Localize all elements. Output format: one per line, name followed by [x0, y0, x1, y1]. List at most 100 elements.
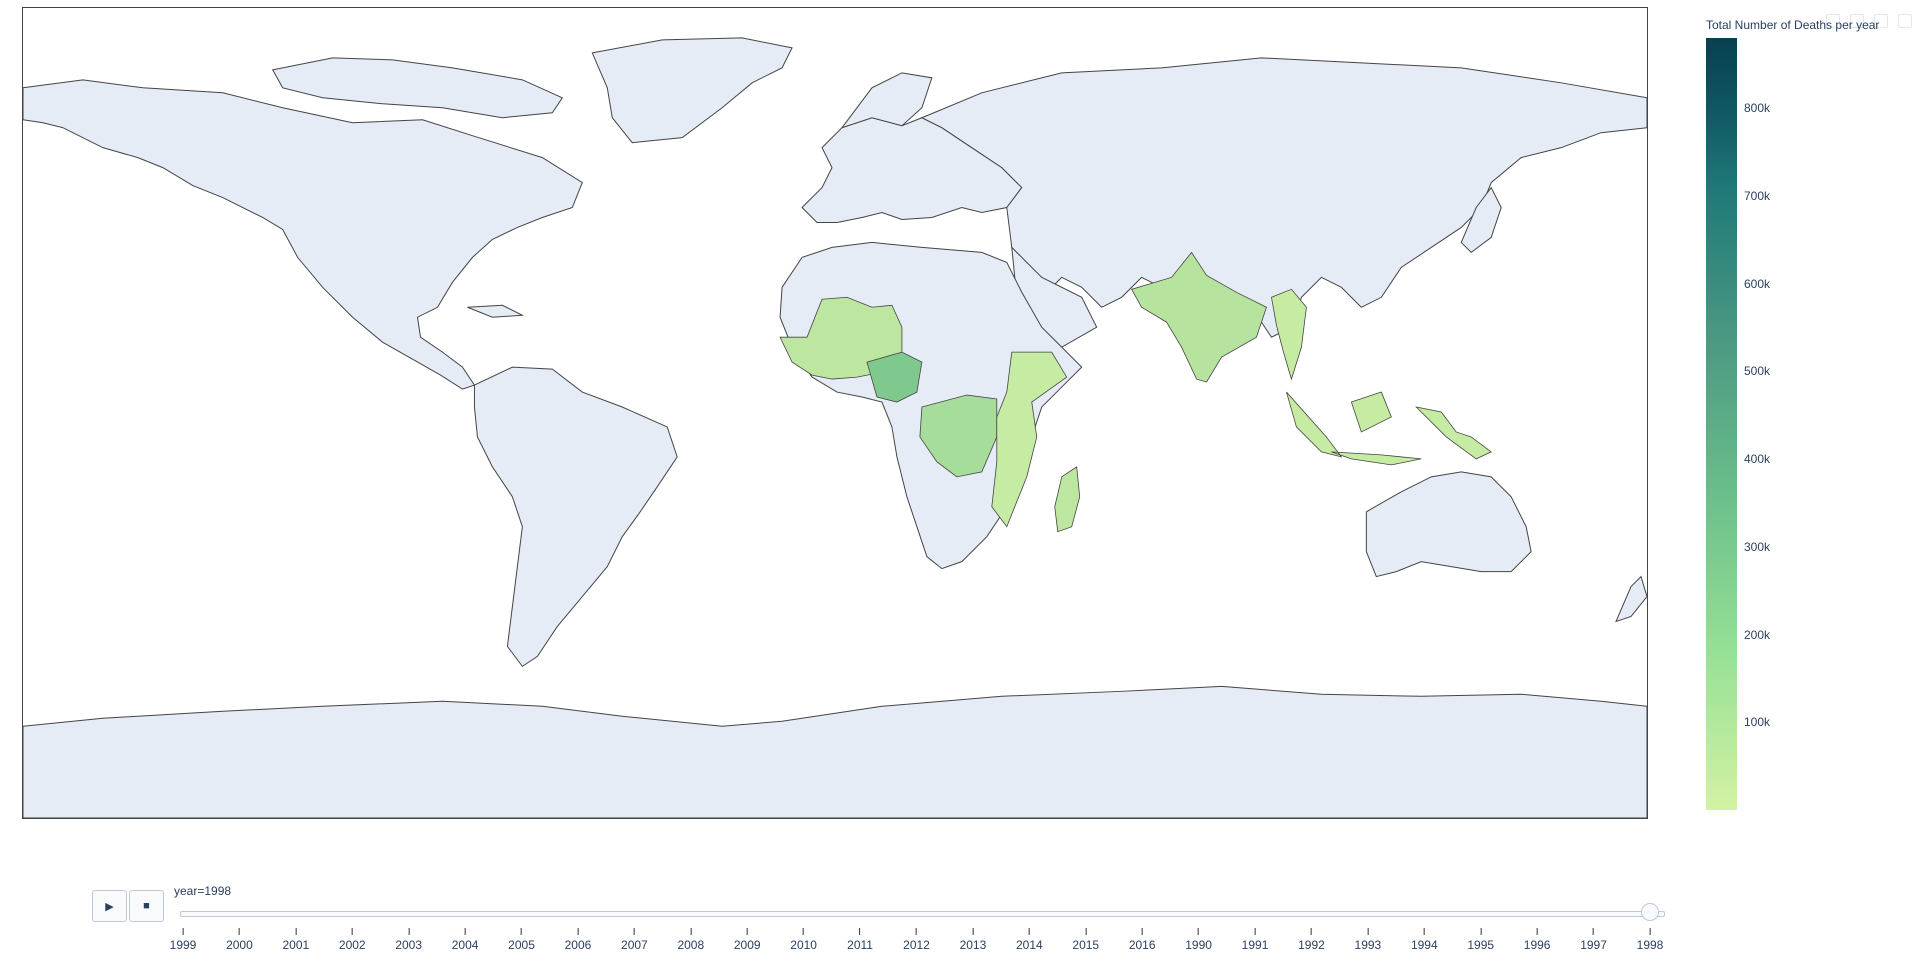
slider-step[interactable]: 1994: [1411, 928, 1438, 952]
stop-icon: ■: [143, 900, 150, 912]
pan-icon[interactable]: [1874, 14, 1888, 28]
region-india[interactable]: [1131, 251, 1267, 383]
slider-step[interactable]: 2015: [1072, 928, 1099, 952]
region-indonesia[interactable]: [1286, 391, 1492, 466]
slider-step[interactable]: 2005: [508, 928, 535, 952]
stop-button[interactable]: ■: [129, 890, 164, 922]
colorbar: [1706, 38, 1737, 810]
slider-step[interactable]: 1993: [1354, 928, 1382, 952]
slider-step-label: 1993: [1354, 938, 1382, 952]
slider-tick: [295, 928, 297, 935]
slider-step-label: 2003: [395, 938, 423, 952]
region-east-africa[interactable]: [991, 351, 1068, 528]
slider-step-label: 1990: [1185, 938, 1212, 952]
slider-tick: [972, 928, 974, 935]
zoom-icon[interactable]: [1850, 14, 1864, 28]
slider-step[interactable]: 2003: [395, 928, 422, 952]
colorbar-tick-label: 400k: [1744, 452, 1771, 467]
slider-step-label: 1997: [1580, 938, 1607, 952]
choropleth-map[interactable]: [22, 7, 1648, 819]
slider-tick: [577, 928, 579, 935]
slider-step[interactable]: 1997: [1580, 928, 1607, 952]
slider-step[interactable]: 2012: [903, 928, 930, 952]
slider-step-label: 2014: [1015, 938, 1043, 952]
play-icon: ▶: [105, 900, 114, 913]
slider-current-value: year=1998: [174, 884, 232, 898]
colorbar-ticks: 800k 700k 600k 500k 400k 300k 200k 100k: [1744, 38, 1804, 810]
slider-step-label: 2015: [1072, 938, 1100, 952]
slider-tick: [1367, 928, 1369, 935]
play-button[interactable]: ▶: [92, 890, 127, 922]
land-japan: [1460, 186, 1502, 254]
slider-step-label: 2006: [564, 938, 592, 952]
slider-step-label: 2010: [790, 938, 817, 952]
slider-step[interactable]: 2009: [734, 928, 761, 952]
slider-tick: [859, 928, 861, 935]
slider-step[interactable]: 1992: [1298, 928, 1325, 952]
slider-step[interactable]: 1995: [1467, 928, 1494, 952]
slider-tick: [1198, 928, 1200, 935]
slider-tick: [408, 928, 410, 935]
slider-rail[interactable]: [180, 911, 1665, 917]
slider-tick: [1536, 928, 1538, 935]
colorbar-tick-label: 600k: [1744, 276, 1771, 291]
slider-step[interactable]: 2006: [564, 928, 592, 952]
region-central-africa[interactable]: [919, 394, 998, 478]
slider-step[interactable]: 2016: [1129, 928, 1156, 952]
slider-tick: [351, 928, 353, 935]
colorbar-tick-label: 300k: [1744, 539, 1771, 554]
slider-step-label: 2016: [1128, 938, 1156, 952]
slider-step-label: 1991: [1241, 938, 1269, 952]
slider-step[interactable]: 2008: [677, 928, 704, 952]
slider-tick: [915, 928, 917, 935]
slider-tick: [1480, 928, 1482, 935]
land-south-america: [473, 366, 678, 668]
reset-icon[interactable]: [1898, 14, 1912, 28]
slider-tick: [690, 928, 692, 935]
slider-step-label: 2007: [621, 938, 648, 952]
slider-step[interactable]: 2002: [339, 928, 366, 952]
slider-step[interactable]: 2010: [790, 928, 817, 952]
slider-tick: [1141, 928, 1143, 935]
slider-step[interactable]: 2007: [621, 928, 648, 952]
slider-step[interactable]: 1991: [1241, 928, 1269, 952]
slider-step-label: 1994: [1410, 938, 1438, 952]
slider-step[interactable]: 2013: [959, 928, 987, 952]
colorbar-tick-label: 100k: [1744, 715, 1771, 730]
camera-icon[interactable]: [1826, 14, 1840, 28]
region-myanmar[interactable]: [1271, 288, 1307, 381]
slider-tick: [182, 928, 184, 935]
region-nigeria[interactable]: [866, 351, 923, 403]
slider-handle[interactable]: [1641, 903, 1659, 921]
slider-step-label: 2001: [282, 938, 310, 952]
region-madagascar[interactable]: [1054, 466, 1081, 533]
world-map[interactable]: [23, 8, 1647, 818]
slider-step-label: 2013: [959, 938, 987, 952]
slider-tick: [1028, 928, 1030, 935]
slider-tick: [1593, 928, 1595, 935]
slider-step[interactable]: 1999: [169, 928, 197, 952]
land-australia: [1365, 471, 1532, 578]
slider-step-label: 2011: [847, 938, 873, 952]
region-west-africa[interactable]: [779, 296, 903, 380]
land-north-america: [23, 79, 583, 390]
slider-step[interactable]: 1990: [1185, 928, 1212, 952]
colorbar-tick-label: 700k: [1744, 188, 1771, 203]
land-scandinavia: [840, 72, 933, 129]
slider-step-label: 2005: [508, 938, 535, 952]
slider-step[interactable]: 2011: [847, 928, 873, 952]
slider-step[interactable]: 2000: [226, 928, 253, 952]
slider-step-label: 1999: [169, 938, 197, 952]
slider-step[interactable]: 2014: [1016, 928, 1043, 952]
slider-tick: [464, 928, 466, 935]
slider-step[interactable]: 2004: [452, 928, 478, 952]
slider-tick: [521, 928, 523, 935]
slider-step[interactable]: 2001: [282, 928, 309, 952]
slider-tick: [1254, 928, 1256, 935]
slider-tick: [238, 928, 240, 935]
slider-step[interactable]: 1996: [1524, 928, 1550, 952]
modebar: [1826, 14, 1912, 28]
slider-step[interactable]: 1998: [1637, 928, 1663, 952]
slider-step-label: 1995: [1467, 938, 1495, 952]
